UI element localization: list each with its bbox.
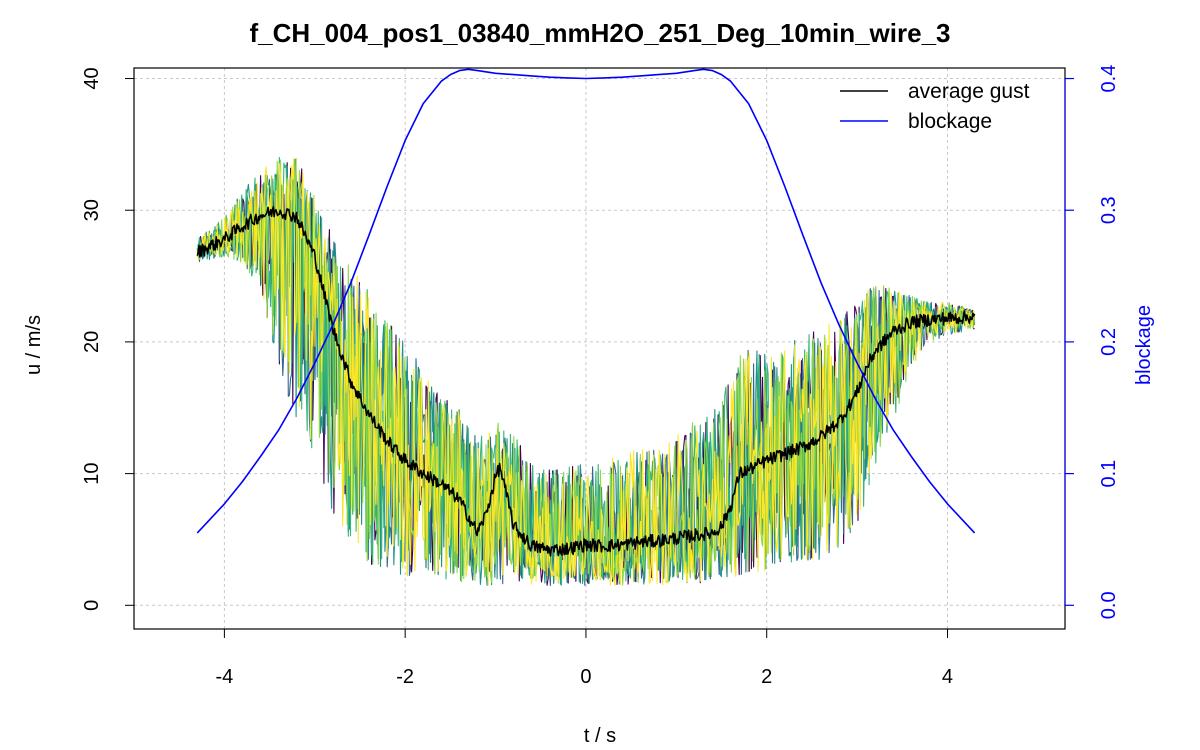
average-gust-line xyxy=(196,206,976,557)
series xyxy=(196,68,976,557)
legend: average gust blockage xyxy=(840,80,1030,133)
x-tick-label: 0 xyxy=(580,666,591,688)
y2-axis-label: blockage xyxy=(1133,305,1155,385)
y-tick-label: 20 xyxy=(81,331,103,353)
y2-axis: 0.0 0.1 0.2 0.3 0.4 xyxy=(1064,65,1120,619)
y-tick-label: 40 xyxy=(81,67,103,89)
x-tick-label: -4 xyxy=(215,666,233,688)
y2-tick-label: 0.4 xyxy=(1098,65,1120,93)
y-axis-label: u / m/s xyxy=(23,315,45,375)
x-tick-label: 2 xyxy=(761,666,772,688)
x-axis-label: t / s xyxy=(584,725,616,747)
y-tick-label: 30 xyxy=(81,199,103,221)
y2-tick-label: 0.3 xyxy=(1098,196,1120,224)
x-axis: -4 -2 0 2 4 xyxy=(215,628,953,688)
legend-label: blockage xyxy=(908,110,992,133)
x-tick-label: 4 xyxy=(942,666,953,688)
y2-tick-label: 0.1 xyxy=(1098,460,1120,488)
y-tick-label: 0 xyxy=(81,600,103,611)
y-axis: 0 10 20 30 40 xyxy=(81,67,135,611)
y2-tick-label: 0.0 xyxy=(1098,591,1120,619)
y-tick-label: 10 xyxy=(81,462,103,484)
blockage-line xyxy=(196,68,976,534)
gust-realizations xyxy=(196,157,976,586)
legend-label: average gust xyxy=(908,80,1030,103)
y2-tick-label: 0.2 xyxy=(1098,328,1120,356)
x-tick-label: -2 xyxy=(396,666,414,688)
chart-title: f_CH_004_pos1_03840_mmH2O_251_Deg_10min_… xyxy=(250,18,951,48)
